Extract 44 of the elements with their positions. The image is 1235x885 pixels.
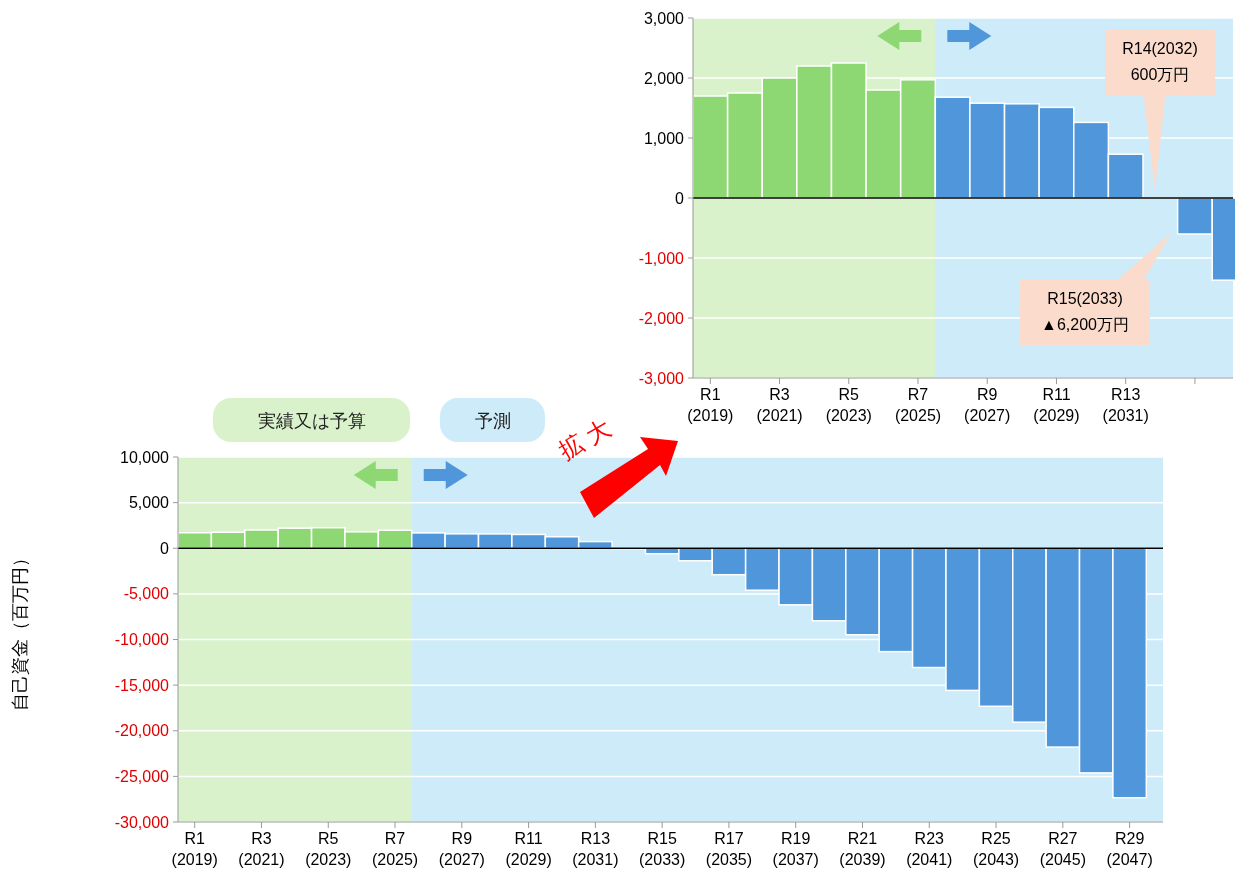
y-tick-label: 0 [160,539,170,557]
x-tick-label: R15 (2033) [639,830,686,868]
y-tick-label: -5,000 [123,585,170,603]
x-tick-label: R3 (2021) [238,830,285,868]
y-tick-label: 2,000 [643,69,685,87]
y-tick-label: -3,000 [638,369,685,387]
x-tick-label: R17 (2035) [705,830,753,868]
y-tick-label: -1,000 [638,249,685,267]
y-tick-label: -15,000 [114,676,170,694]
y-tick-label: -20,000 [114,722,170,740]
x-tick-label: R1 (2019) [687,386,734,424]
x-tick-label: R7 (2025) [371,830,419,868]
x-tick-label: R13 (2031) [1102,386,1149,424]
text: 実績又は予算 [257,411,366,431]
x-tick-label: R27 (2045) [1039,830,1086,868]
y-tick-label: -10,000 [114,631,170,649]
x-tick-label: R21 (2039) [839,830,886,868]
y-tick-label: 0 [675,189,685,207]
y-tick-label: -25,000 [114,767,170,785]
y-tick-label: 10,000 [120,448,170,466]
annotation: R14(2032) 600万円 [1122,40,1198,83]
x-tick-label: R25 (2043) [972,830,1020,868]
x-tick-label: R13 (2031) [572,830,619,868]
x-tick-label: R1 (2019) [171,830,218,868]
y-tick-label: 5,000 [128,494,170,512]
x-tick-label: R29 (2047) [1106,830,1153,868]
annotation: 拡 大 [554,413,615,465]
x-tick-label: R9 (2027) [964,386,1011,424]
y-axis-title: 自己資金（百万円） [10,548,30,711]
y-tick-label: -30,000 [114,813,170,831]
x-tick-label: R19 (2037) [772,830,819,868]
x-tick-label: R7 (2025) [894,386,942,424]
x-tick-label: R5 (2023) [305,830,352,868]
text: 予測 [474,411,511,431]
x-tick-label: R11 (2029) [1033,386,1080,424]
y-tick-label: -2,000 [638,309,685,327]
annotation: R15(2033) ▲6,200万円 [1041,290,1129,333]
x-tick-label: R11 (2029) [505,830,552,868]
x-tick-label: R5 (2023) [825,386,872,424]
y-tick-label: 3,000 [643,9,685,27]
x-tick-label: R9 (2027) [438,830,485,868]
y-tick-label: 1,000 [643,129,685,147]
x-tick-label: R3 (2021) [756,386,803,424]
x-tick-label: R23 (2041) [906,830,953,868]
